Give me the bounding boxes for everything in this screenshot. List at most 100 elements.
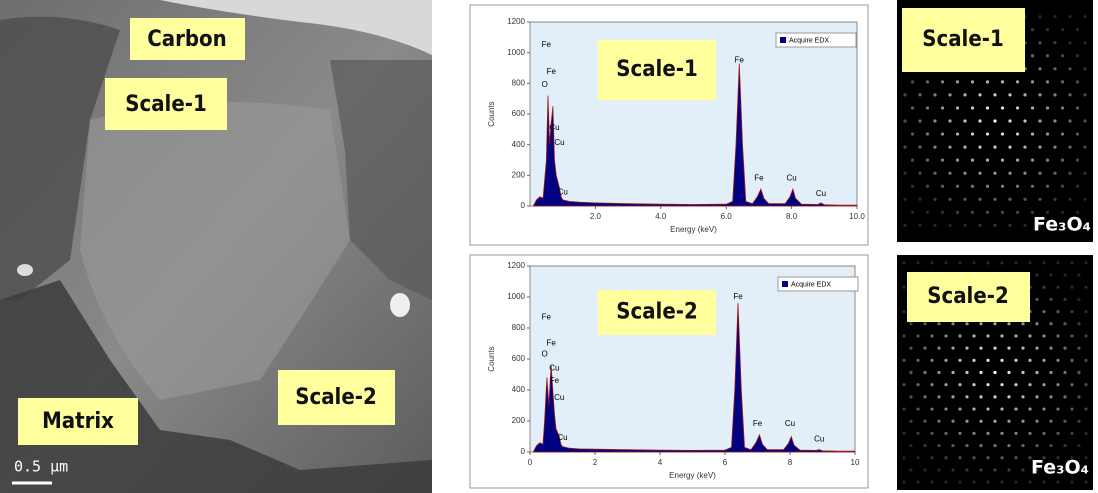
tem-label: Carbon (147, 27, 227, 52)
peak-label: Fe (733, 292, 743, 301)
diffraction-spot (1056, 310, 1059, 313)
diffraction-spot (1014, 432, 1017, 435)
diffraction-spot (944, 407, 947, 410)
diffraction-spot (993, 172, 996, 175)
diffraction-panel: Scale-2 Fe₃O₄ (897, 255, 1093, 490)
diffraction-spot (1056, 383, 1059, 386)
diffraction-spot (958, 359, 961, 362)
diffraction-spot (1076, 28, 1079, 31)
diffraction-spot (978, 93, 981, 96)
diffraction-spot (902, 456, 905, 459)
diffraction-spot (948, 146, 951, 149)
diffraction-spot (1008, 146, 1011, 149)
y-axis-label: Counts (487, 346, 496, 371)
diffraction-spot (937, 347, 940, 350)
y-tick-label: 1000 (507, 292, 525, 301)
diffraction-spot (1070, 261, 1073, 264)
diffraction-spot (926, 211, 929, 214)
diffraction-spot (916, 359, 919, 362)
diffraction-spot (1014, 359, 1017, 362)
diffraction-spot (986, 132, 989, 135)
diffraction-spot (1068, 67, 1071, 70)
diffraction-spot (1042, 359, 1045, 362)
diffraction-spot (1028, 334, 1031, 337)
peak-label: Cu (785, 419, 795, 428)
diffraction-spot (956, 80, 959, 83)
diffraction-spot (958, 383, 961, 386)
diffraction-spot (956, 106, 959, 109)
diffraction-spot (963, 172, 966, 175)
chart-label: Scale-1 (616, 57, 698, 82)
diffraction-spot (948, 172, 951, 175)
diffraction-spot (1035, 420, 1038, 423)
diffraction-spot (958, 261, 961, 264)
diffraction-spot (972, 261, 975, 264)
diffraction-spot (937, 395, 940, 398)
diffraction-spot (1007, 420, 1010, 423)
diffraction-spot (958, 432, 961, 435)
diffraction-spot (903, 93, 906, 96)
diffraction-spot (1007, 322, 1010, 325)
diffraction-spot (926, 185, 929, 188)
diffraction-spot (1070, 407, 1073, 410)
diffraction-spot (1049, 322, 1052, 325)
diffraction-spot (1068, 119, 1071, 122)
diffraction-spot (1063, 395, 1066, 398)
diffraction-spot (930, 359, 933, 362)
diffraction-spot (1008, 172, 1011, 175)
diffraction-spot (1016, 132, 1019, 135)
peak-label: Fe (547, 67, 557, 76)
diffraction-spot (1023, 119, 1026, 122)
diffraction-spot (979, 347, 982, 350)
diffraction-spot (965, 468, 968, 471)
diffraction-spot (1007, 468, 1010, 471)
diffraction-spot (933, 146, 936, 149)
diffraction-spot (1053, 146, 1056, 149)
diffraction-spot (1049, 347, 1052, 350)
diffraction-spot (963, 198, 966, 201)
diffraction-spot (933, 224, 936, 227)
diffraction-spot (933, 119, 936, 122)
diffraction-spot (916, 261, 919, 264)
diffraction-spot (965, 395, 968, 398)
diffraction-spot (923, 322, 926, 325)
diffraction-spot (1035, 395, 1038, 398)
diffraction-spot (986, 383, 989, 386)
diffraction-spot (1016, 159, 1019, 162)
diffraction-label: Scale-1 (922, 27, 1004, 52)
y-tick-label: 600 (512, 109, 526, 118)
peak-label: Fe (542, 40, 552, 49)
diffraction-spot (926, 132, 929, 135)
diffraction-spot (986, 359, 989, 362)
diffraction-spot (948, 119, 951, 122)
diffraction-spot (1046, 185, 1049, 188)
diffraction-spot (1068, 146, 1071, 149)
diffraction-spot (972, 383, 975, 386)
x-tick-label: 0 (528, 458, 533, 467)
diffraction-spot (902, 261, 905, 264)
diffraction-spot (993, 371, 996, 374)
diffraction-spot (951, 468, 954, 471)
edx-chart: 0200400600800100012000246810Energy (keV)… (470, 255, 868, 488)
diffraction-spot (958, 407, 961, 410)
diffraction-spot (958, 456, 961, 459)
diffraction-spot (941, 80, 944, 83)
legend-label: Acquire EDX (789, 37, 829, 44)
diffraction-spot (951, 347, 954, 350)
diffraction-spot (1046, 54, 1049, 57)
diffraction-spot (1056, 407, 1059, 410)
diffraction-spot (1008, 93, 1011, 96)
diffraction-spot (1063, 298, 1066, 301)
diffraction-spot (1084, 359, 1087, 362)
diffraction-spot (1028, 261, 1031, 264)
diffraction-spot (979, 395, 982, 398)
diffraction-spot (1068, 198, 1071, 201)
diffraction-spot (1014, 456, 1017, 459)
diffraction-spot (1063, 420, 1066, 423)
diffraction-spot (956, 132, 959, 135)
diffraction-spot (1076, 80, 1079, 83)
x-tick-label: 6 (723, 458, 728, 467)
diffraction-spot (902, 359, 905, 362)
diffraction-spot (1001, 211, 1004, 214)
diffraction-spot (1031, 28, 1034, 31)
